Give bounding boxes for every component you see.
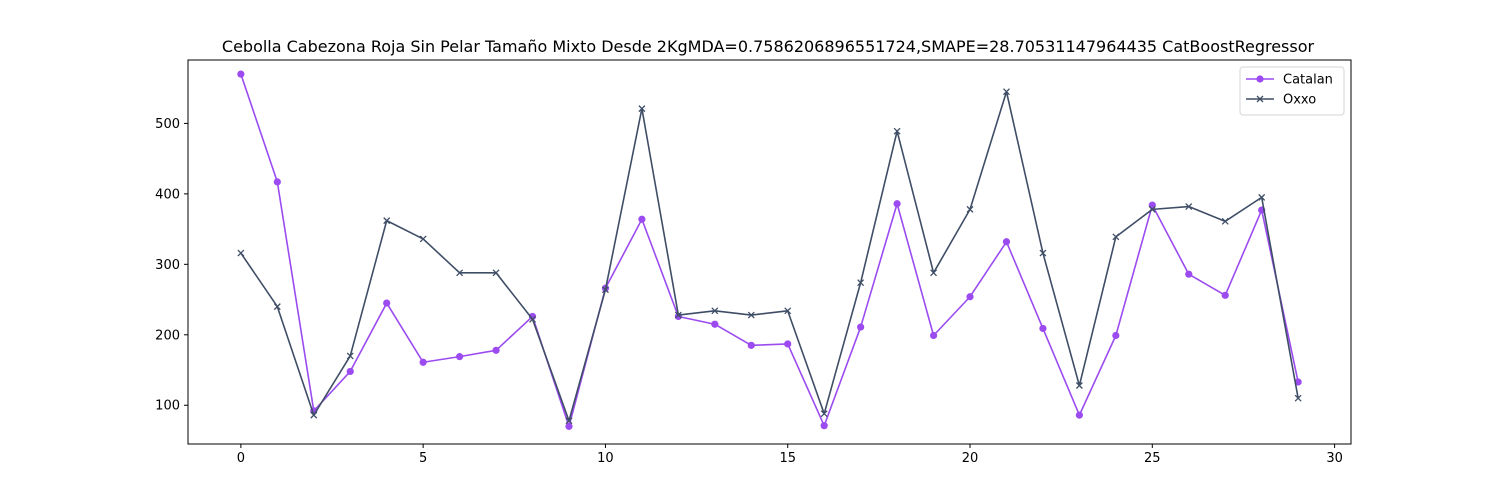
legend-marker-oxxo [1256,95,1264,103]
data-point-oxxo [273,303,281,311]
data-point-catalan [1112,331,1120,340]
plot-area: 0 5 10 15 20 25 30 100 200 300 400 500 [155,70,1343,466]
data-point-oxxo [310,411,318,419]
x-tick-label: 10 [597,451,614,466]
data-point-oxxo [1039,249,1047,257]
data-point-oxxo [1075,382,1083,389]
y-tick-label: 100 [155,399,180,414]
data-point-oxxo [237,249,245,257]
data-point-catalan [346,367,354,376]
data-point-oxxo [1185,203,1193,211]
y-tick-label: 300 [155,258,180,273]
data-point-oxxo [565,417,573,425]
y-tick-label: 500 [155,117,180,132]
data-point-oxxo [674,311,682,319]
data-point-oxxo [383,217,391,225]
data-point-oxxo [1003,88,1010,96]
data-point-oxxo [747,311,755,319]
data-point-catalan [565,422,573,430]
data-point-oxxo [492,269,500,277]
data-point-catalan [1002,238,1011,246]
data-point-oxxo [857,279,865,287]
data-point-oxxo [1148,205,1156,213]
data-point-catalan [857,323,865,331]
data-point-oxxo [419,235,427,243]
data-point-oxxo [930,269,938,277]
chart-title: Cebolla Cabezona Roja Sin Pelar Tamaño M… [222,37,1315,56]
data-point-catalan [1185,270,1193,278]
data-point-oxxo [601,286,609,294]
data-point-catalan [383,299,391,307]
legend-marker-catalan [1256,75,1264,83]
data-point-catalan [237,70,245,78]
data-point-oxxo [1258,193,1266,201]
data-point-oxxo [966,205,974,213]
data-point-catalan [893,200,901,208]
data-point-catalan [820,422,828,430]
data-point-catalan [419,358,427,366]
data-point-oxxo [1294,394,1302,402]
data-point-oxxo [456,269,464,277]
data-point-catalan [711,320,719,328]
data-point-catalan [1075,411,1083,419]
legend-label-oxxo: Oxxo [1283,93,1316,108]
data-point-catalan [492,346,500,354]
data-point-catalan [784,340,792,348]
data-point-oxxo [820,410,828,418]
data-point-catalan [638,215,646,223]
y-tick-label: 200 [155,328,180,343]
data-point-catalan [456,353,464,361]
data-point-oxxo [346,352,354,360]
data-point-oxxo [893,127,901,135]
x-tick-label: 25 [1144,451,1161,466]
data-point-catalan [966,293,974,301]
data-point-catalan [1039,324,1047,333]
plot-frame [187,59,1352,445]
x-tick-label: 0 [237,451,245,466]
data-point-catalan [747,341,755,349]
data-point-oxxo [638,105,646,113]
legend: Catalan Oxxo [1239,66,1345,116]
data-point-catalan [273,178,281,186]
x-tick-label: 15 [779,451,796,466]
data-point-oxxo [711,307,719,315]
data-point-catalan [1221,291,1229,299]
x-tick-label: 5 [419,451,427,466]
legend-label-catalan: Catalan [1283,73,1333,88]
data-point-oxxo [1221,217,1229,225]
data-point-oxxo [784,307,792,315]
x-tick-label: 20 [962,451,979,466]
data-point-oxxo [529,315,536,323]
data-point-catalan [929,331,938,340]
x-tick-label: 30 [1326,451,1343,466]
series-line-catalan [240,73,1299,428]
y-tick-label: 400 [155,187,180,202]
data-point-oxxo [1112,233,1120,241]
series-line-oxxo [240,90,1299,422]
